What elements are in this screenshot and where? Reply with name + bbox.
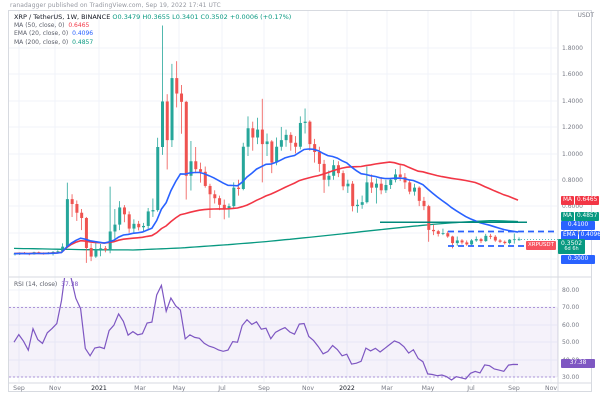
rsi-axis-tag: 37.38 <box>561 359 595 368</box>
symbol-title: XRP / TetherUS, 1W, BINANCE <box>14 13 111 21</box>
rsi-pane-legend: RSI (14, close) 37.38 <box>14 281 78 288</box>
time-label-month: Mar <box>134 385 146 392</box>
axis-tag: 0.3000 <box>561 255 595 264</box>
ema20-label: EMA (20, close, 0) <box>14 30 69 38</box>
symbol-status-line: XRP / TetherUS, 1W, BINANCE O0.3479 H0.3… <box>14 13 291 21</box>
time-label-month: May <box>172 385 186 392</box>
price-tick: 1.8000 <box>562 44 583 52</box>
ma50-value: 0.6465 <box>68 22 90 30</box>
ohlc-open: O0.3479 <box>112 13 141 21</box>
rsi-legend-value: 37.38 <box>61 281 79 288</box>
price-tick: 1.4000 <box>562 97 583 105</box>
bar-countdown: 6d 6h <box>564 246 579 252</box>
price-tick: 0.6000 <box>562 202 583 210</box>
time-label-month: Jul <box>218 385 226 392</box>
rsi-tick: 70.00 <box>562 303 580 311</box>
rsi-tick: 50.00 <box>562 338 580 346</box>
ohlc-change: +0.0006 (+0.17%) <box>229 13 292 21</box>
indicator-row-ema20: EMA (20, close, 0) 0.4096 <box>14 30 291 37</box>
time-label-month: Sep <box>508 385 520 392</box>
rsi-band <box>9 307 558 377</box>
ema-axis-tag: EMA 0.4096 <box>561 231 600 240</box>
time-label-month: Sep <box>258 385 270 392</box>
indicator-row-ma200: MA (200, close, 0) 0.4857 <box>14 39 291 46</box>
ohlc-close: C0.3502 <box>200 13 228 21</box>
time-label-month: Nov <box>301 385 315 392</box>
indicator-row-ma50: MA (50, close, 0) 0.6465 <box>14 22 291 29</box>
time-label-month: Sep <box>13 385 25 392</box>
last-price-value: 0.3502 <box>561 240 583 247</box>
main-pane-legend: XRP / TetherUS, 1W, BINANCE O0.3479 H0.3… <box>14 13 291 46</box>
ohlc-low: L0.3401 <box>172 13 199 21</box>
rsi-tick: 80.00 <box>562 286 580 294</box>
rsi-line <box>13 278 519 381</box>
price-axis-currency: USDT <box>577 12 595 19</box>
ma-axis-tag: MA 0.6465 <box>561 196 600 205</box>
time-label-year: 2022 <box>339 385 355 392</box>
axis-tag: 0.4100 <box>561 221 595 230</box>
time-label-month: Mar <box>381 385 393 392</box>
time-label-year: 2021 <box>91 385 107 392</box>
ma50-label: MA (50, close, 0) <box>14 22 65 30</box>
rsi-legend-label: RSI (14, close) <box>14 281 58 288</box>
time-label-month: Nov <box>544 385 558 392</box>
ma200-label: MA (200, close, 0) <box>14 38 69 46</box>
publish-watermark: ranadagger published on TradingView.com,… <box>10 2 221 9</box>
price-tick: 1.6000 <box>562 70 583 78</box>
rsi-tick: 60.00 <box>562 321 580 329</box>
time-label-month: Nov <box>48 385 62 392</box>
price-tick: 0.8000 <box>562 176 583 184</box>
ma200-value: 0.4857 <box>72 38 94 46</box>
rsi-tick: 30.00 <box>562 373 580 381</box>
price-tick: 1.2000 <box>562 123 583 131</box>
price-tick: 1.0000 <box>562 150 583 158</box>
time-label-month: May <box>421 385 435 392</box>
time-label-month: Jul <box>467 385 475 392</box>
symbol-ticker-label: XRPUSDT <box>526 241 557 250</box>
ohlc-high: H0.3655 <box>142 13 170 21</box>
ema20-value: 0.4096 <box>72 30 94 38</box>
last-price-tag: XRPUSDT 0.3502 6d 6h <box>526 239 586 254</box>
ma-axis-tag: MA 0.4857 <box>561 212 600 221</box>
